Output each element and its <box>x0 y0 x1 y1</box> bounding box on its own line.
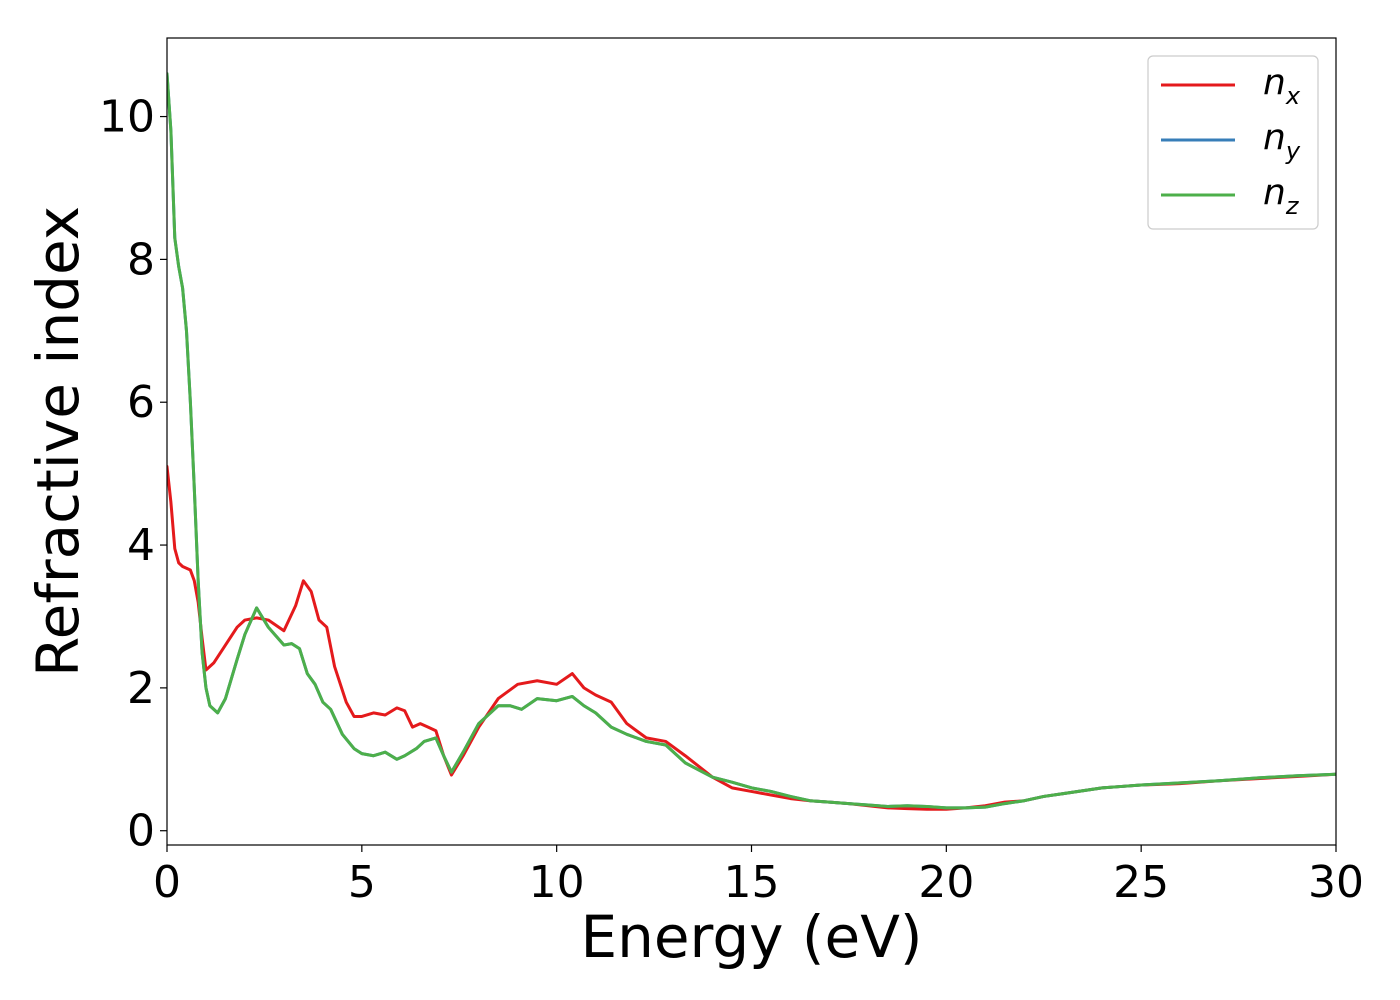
y-tick-label: 2 <box>127 663 155 714</box>
ticks-layer: 0 5 10 15 20 25 30 0 2 4 6 8 10 <box>99 92 1364 908</box>
x-tick-label: 30 <box>1308 857 1364 908</box>
series-layer <box>167 72 1336 811</box>
x-tick-label: 5 <box>348 857 376 908</box>
x-tick-label: 10 <box>529 857 585 908</box>
legend-label-y: ny <box>1263 117 1301 165</box>
legend-label-z: nz <box>1263 172 1300 220</box>
y-tick-label: 6 <box>127 377 155 428</box>
legend-label-x: nx <box>1263 62 1301 110</box>
series-line-z <box>167 72 1336 810</box>
x-tick-label: 0 <box>153 857 181 908</box>
y-tick-label: 10 <box>99 92 155 143</box>
y-tick-label: 0 <box>127 806 155 857</box>
legend: nx ny nz <box>1147 55 1319 230</box>
series-line-x <box>167 465 1336 811</box>
x-tick-label: 25 <box>1113 857 1169 908</box>
x-tick-label: 15 <box>724 857 780 908</box>
y-tick-label: 4 <box>127 520 155 571</box>
x-axis-title: Energy (eV) <box>580 903 922 971</box>
legend-box <box>1147 55 1319 230</box>
x-tick-label: 20 <box>918 857 974 908</box>
y-axis-title: Refractive index <box>24 206 92 677</box>
y-tick-label: 8 <box>127 234 155 285</box>
